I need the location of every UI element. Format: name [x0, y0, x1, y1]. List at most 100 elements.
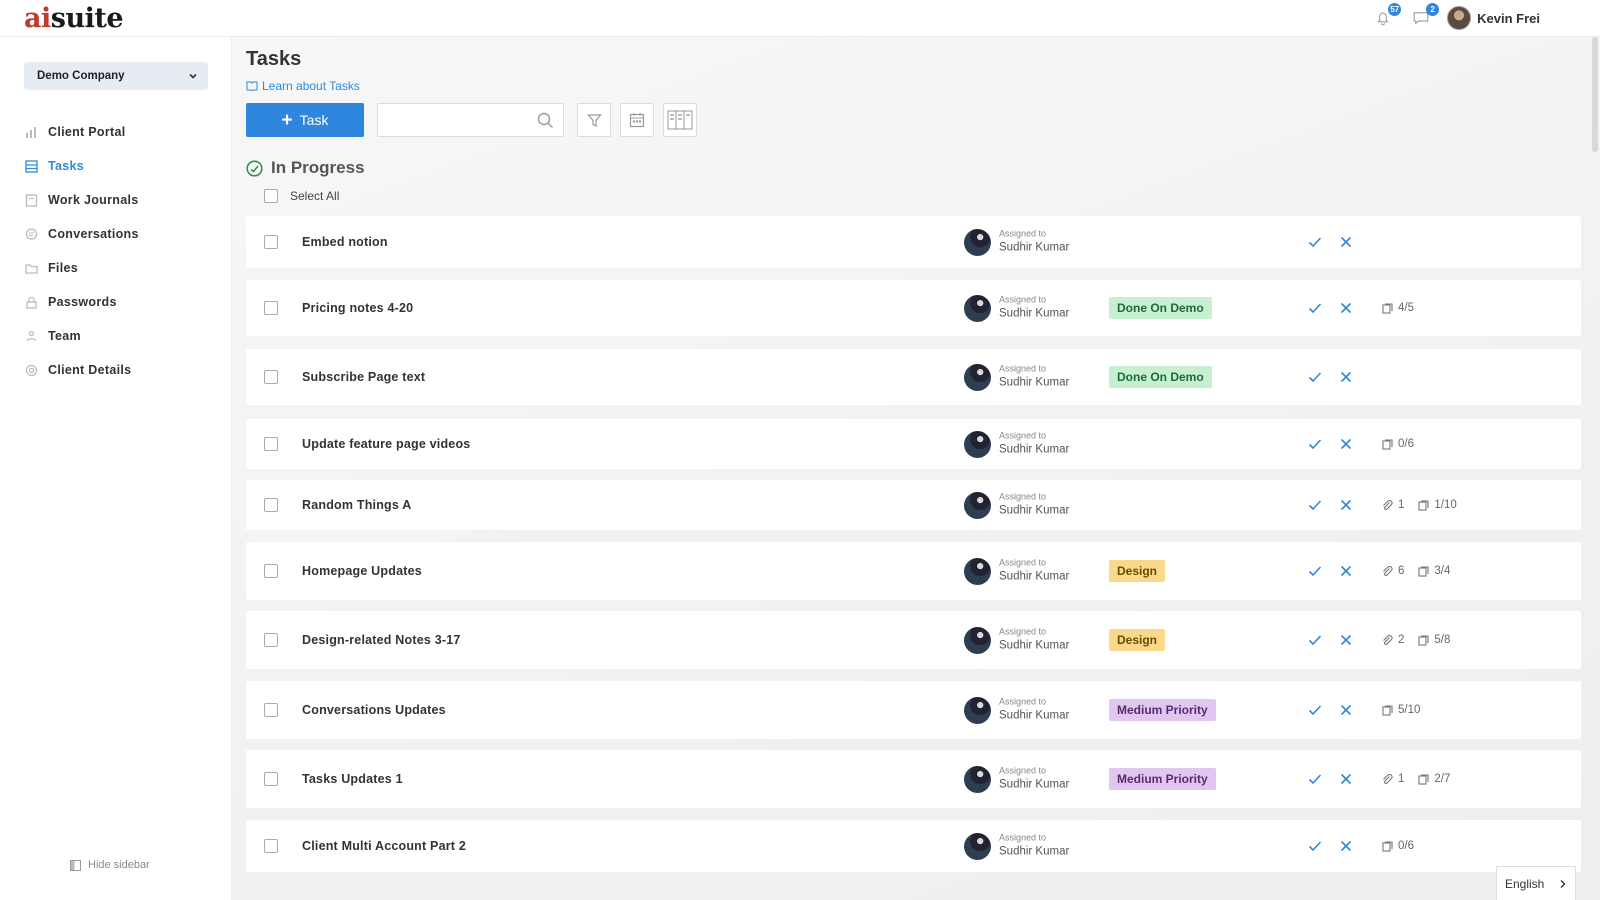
attachments-count[interactable]: 1 — [1382, 499, 1404, 511]
task-title[interactable]: Tasks Updates 1 — [302, 772, 403, 786]
select-all-checkbox[interactable] — [264, 189, 278, 203]
subtasks-count[interactable]: 1/10 — [1418, 499, 1457, 511]
sidebar-item-passwords[interactable]: Passwords — [24, 285, 224, 319]
task-checkbox[interactable] — [264, 301, 278, 315]
search-icon[interactable] — [537, 112, 554, 129]
task-checkbox[interactable] — [264, 772, 278, 786]
user-menu[interactable]: Kevin Frei — [1447, 6, 1540, 30]
close-icon[interactable] — [1338, 369, 1354, 390]
close-icon[interactable] — [1338, 563, 1354, 584]
sidebar-item-tasks[interactable]: Tasks — [24, 149, 224, 183]
filter-button[interactable] — [577, 103, 611, 137]
task-title[interactable]: Random Things A — [302, 498, 412, 512]
task-row[interactable]: Design-related Notes 3-17 Assigned to Sudh… — [246, 611, 1581, 669]
task-tag[interactable]: Done On Demo — [1109, 297, 1212, 319]
subtasks-count[interactable]: 5/10 — [1382, 704, 1420, 716]
complete-check-icon[interactable] — [1307, 563, 1323, 584]
task-title[interactable]: Subscribe Page text — [302, 370, 426, 384]
sidebar-item-files[interactable]: Files — [24, 251, 224, 285]
task-row[interactable]: Conversations Updates Assigned to Sudhir K… — [246, 681, 1581, 739]
task-title[interactable]: Pricing notes 4-20 — [302, 301, 414, 315]
sidebar-item-conversations[interactable]: Conversations — [24, 217, 224, 251]
subtasks-count[interactable]: 4/5 — [1382, 302, 1414, 314]
close-icon[interactable] — [1338, 632, 1354, 653]
attachments-count[interactable]: 2 — [1382, 634, 1404, 646]
task-title[interactable]: Embed notion — [302, 235, 388, 249]
task-checkbox[interactable] — [264, 437, 278, 451]
assigned-label: Assigned to — [999, 294, 1047, 305]
task-row[interactable]: Random Things A Assigned to Sudhir Kumar 1 1… — [246, 480, 1581, 530]
complete-check-icon[interactable] — [1307, 838, 1323, 859]
book-icon — [246, 81, 258, 91]
complete-check-icon[interactable] — [1307, 300, 1323, 321]
close-icon[interactable] — [1338, 234, 1354, 255]
language-selector[interactable]: English — [1496, 866, 1576, 900]
task-title[interactable]: Homepage Updates — [302, 564, 422, 578]
subtasks-count[interactable]: 0/6 — [1382, 438, 1414, 450]
task-row[interactable]: Subscribe Page text Assigned to Sudhir Kum… — [246, 349, 1581, 405]
close-icon[interactable] — [1338, 497, 1354, 518]
subtasks-count[interactable]: 3/4 — [1418, 565, 1450, 577]
notifications-button[interactable]: 57 — [1371, 3, 1402, 30]
paperclip-icon — [1383, 499, 1393, 510]
close-icon[interactable] — [1338, 702, 1354, 723]
task-checkbox[interactable] — [264, 370, 278, 384]
assignee-info: Assigned to Sudhir Kumar — [999, 295, 1069, 322]
sidebar-item-client-details[interactable]: Client Details — [24, 353, 224, 387]
task-tag[interactable]: Medium Priority — [1109, 768, 1216, 790]
task-tag[interactable]: Design — [1109, 560, 1166, 582]
task-title[interactable]: Client Multi Account Part 2 — [302, 839, 466, 853]
attachments-count[interactable]: 6 — [1382, 565, 1404, 577]
task-checkbox[interactable] — [264, 703, 278, 717]
close-icon[interactable] — [1338, 838, 1354, 859]
scrollbar[interactable] — [1592, 37, 1598, 152]
task-row[interactable]: Tasks Updates 1 Assigned to Sudhir Kumar Me… — [246, 750, 1581, 808]
task-title[interactable]: Update feature page videos — [302, 437, 471, 451]
app-logo[interactable]: aisuite — [24, 3, 124, 34]
hide-sidebar-button[interactable]: Hide sidebar — [70, 859, 150, 871]
subtasks-count[interactable]: 5/8 — [1418, 634, 1450, 646]
subtasks-count[interactable]: 0/6 — [1382, 840, 1414, 852]
complete-check-icon[interactable] — [1307, 632, 1323, 653]
task-tag[interactable]: Medium Priority — [1109, 699, 1216, 721]
task-checkbox[interactable] — [264, 235, 278, 249]
complete-check-icon[interactable] — [1307, 702, 1323, 723]
messages-button[interactable]: 2 — [1409, 3, 1440, 30]
task-row[interactable]: Homepage Updates Assigned to Sudhir Kumar D… — [246, 542, 1581, 600]
search-input[interactable] — [378, 104, 528, 136]
learn-link[interactable]: Learn about Tasks — [246, 79, 360, 93]
task-checkbox[interactable] — [264, 498, 278, 512]
task-checkbox[interactable] — [264, 633, 278, 647]
complete-check-icon[interactable] — [1307, 234, 1323, 255]
task-tag[interactable]: Done On Demo — [1109, 366, 1212, 388]
task-title[interactable]: Conversations Updates — [302, 703, 446, 717]
board-view-button[interactable] — [663, 103, 697, 137]
complete-check-icon[interactable] — [1307, 771, 1323, 792]
close-icon[interactable] — [1338, 771, 1354, 792]
task-row[interactable]: Update feature page videos Assigned to Sud… — [246, 419, 1581, 469]
company-select[interactable]: Demo Company — [24, 62, 208, 90]
page-title: Tasks — [246, 48, 302, 70]
complete-check-icon[interactable] — [1307, 436, 1323, 457]
close-icon[interactable] — [1338, 300, 1354, 321]
task-tag[interactable]: Design — [1109, 629, 1166, 651]
messages-badge: 2 — [1426, 3, 1440, 16]
task-checkbox[interactable] — [264, 839, 278, 853]
calendar-view-button[interactable] — [620, 103, 654, 137]
sidebar-item-client-portal[interactable]: Client Portal — [24, 115, 224, 149]
task-title[interactable]: Design-related Notes 3-17 — [302, 633, 461, 647]
sidebar-item-work-journals[interactable]: Work Journals — [24, 183, 224, 217]
complete-check-icon[interactable] — [1307, 497, 1323, 518]
task-row[interactable]: Embed notion Assigned to Sudhir Kumar — [246, 216, 1581, 268]
select-all[interactable]: Select All — [264, 189, 339, 203]
close-icon[interactable] — [1338, 436, 1354, 457]
subtasks-count[interactable]: 2/7 — [1418, 773, 1450, 785]
task-row[interactable]: Client Multi Account Part 2 Assigned to Su… — [246, 820, 1581, 872]
add-task-button[interactable]: + Task — [246, 103, 364, 137]
sidebar-item-team[interactable]: Team — [24, 319, 224, 353]
complete-check-icon[interactable] — [1307, 369, 1323, 390]
attachments-count[interactable]: 1 — [1382, 773, 1404, 785]
task-checkbox[interactable] — [264, 564, 278, 578]
task-row[interactable]: Pricing notes 4-20 Assigned to Sudhir Kuma… — [246, 280, 1581, 336]
section-header[interactable]: In Progress — [246, 158, 365, 178]
